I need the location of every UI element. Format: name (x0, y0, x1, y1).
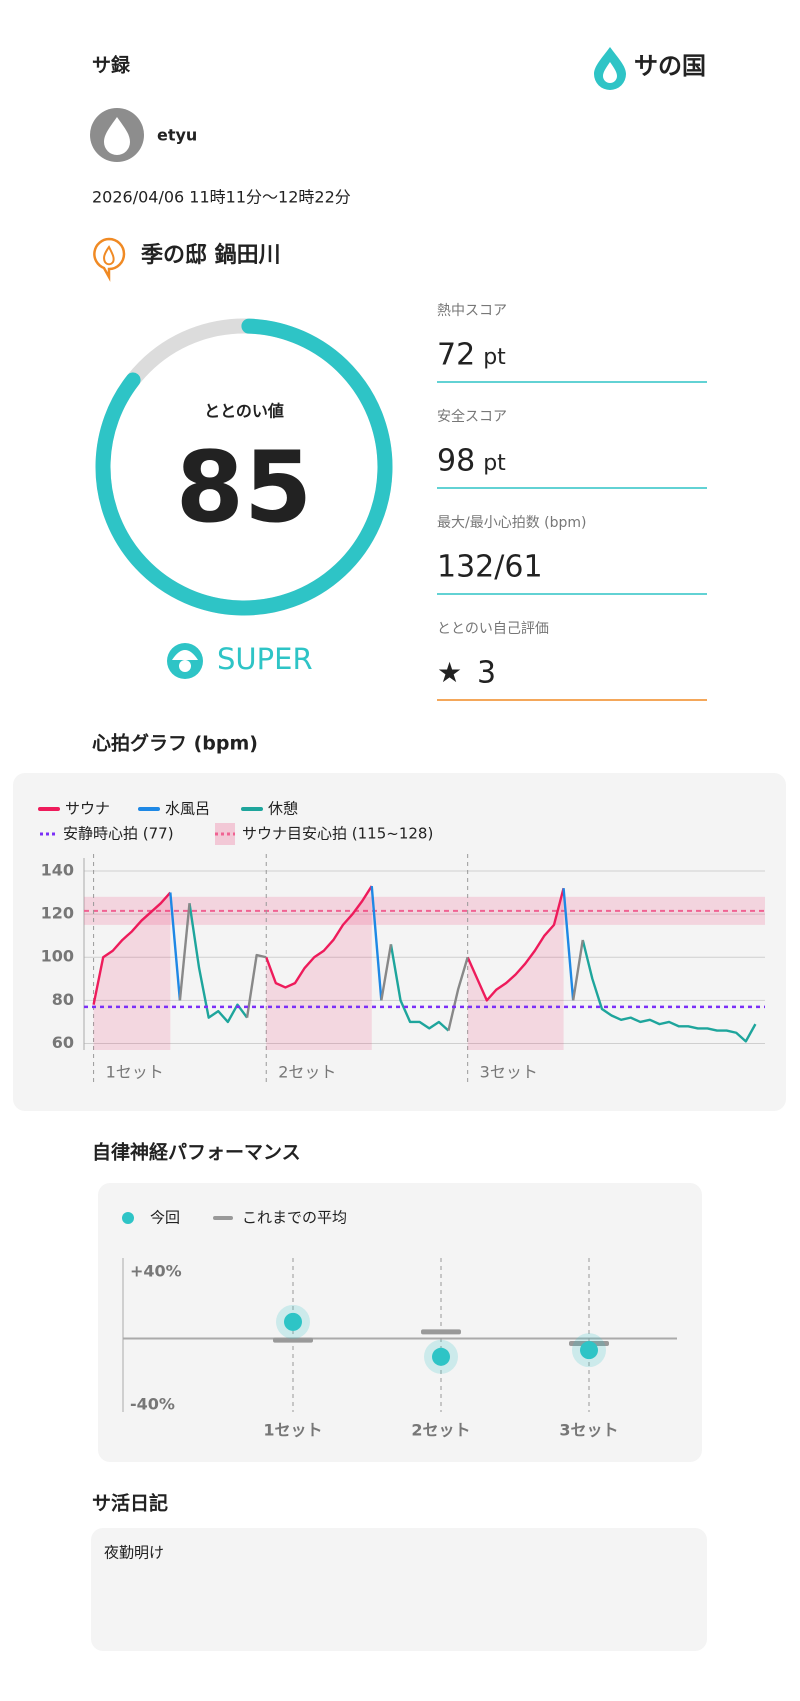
line (265, 885, 373, 989)
stat-value: 72 (437, 338, 475, 373)
rank-icon-hat (172, 650, 198, 660)
legend-swatch (215, 823, 235, 845)
average-mark (421, 1329, 461, 1335)
y-tick-label: 100 (41, 947, 74, 966)
rank: SUPER (217, 642, 313, 676)
dot (580, 1341, 598, 1360)
facility-flame (103, 245, 115, 266)
user-name: etyu (157, 126, 197, 145)
stat-unit: pt (483, 345, 506, 370)
gauge-arc (95, 318, 393, 616)
line (380, 944, 393, 1001)
stat-label: 最大/最小心拍数 (bpm) (437, 515, 587, 531)
line (562, 888, 575, 1001)
facility-icon (93, 237, 126, 282)
legend-swatch (122, 1212, 134, 1224)
logo-icon-inner (603, 62, 617, 83)
autonomic-chart: 今回 これまでの平均 +40% -40% 1セット 2セット 3セット (122, 1209, 677, 1440)
line (581, 939, 757, 1043)
section-title: サ活日記 (92, 1492, 168, 1515)
set-label: 2セット (278, 1063, 336, 1082)
stat-value: 3 (477, 656, 496, 691)
line (178, 903, 191, 1001)
legend-label: サウナ (65, 800, 110, 818)
line (389, 944, 450, 1032)
page-title: サ録 (92, 54, 131, 77)
line (245, 953, 267, 1018)
area (467, 888, 564, 1050)
stat-label: 安全スコア (437, 408, 507, 425)
line (466, 887, 565, 1002)
line (370, 885, 383, 1001)
gauge (95, 318, 393, 616)
line (447, 956, 469, 1031)
section-title: 心拍グラフ (bpm) (92, 732, 258, 755)
section-title: 自律神経パフォーマンス (92, 1141, 301, 1164)
gauge-value: 85 (176, 431, 312, 545)
legend-label: 休憩 (268, 800, 298, 818)
line (92, 891, 172, 1005)
y-tick-label: 60 (52, 1033, 74, 1052)
y-tick-label: 120 (41, 904, 74, 923)
session-datetime: 2026/04/06 11時11分〜12時22分 (92, 188, 351, 207)
stat-label: 熱中スコア (437, 303, 507, 319)
line (188, 903, 249, 1024)
stat-unit: pt (483, 451, 506, 476)
set-label: 1セット (106, 1063, 164, 1082)
legend-label: 今回 (150, 1209, 180, 1227)
average-mark (273, 1337, 313, 1343)
gauge-label: ととのい値 (204, 402, 284, 421)
dot (432, 1347, 450, 1366)
stat-value: 132/61 (437, 550, 543, 585)
facility-name: 季の邸 鍋田川 (141, 242, 281, 268)
legend-label: サウナ目安心拍 (115~128) (242, 825, 433, 843)
y-tick-label: 140 (41, 860, 74, 879)
y-tick-label: -40% (130, 1395, 175, 1414)
stat-label: ととのい自己評価 (437, 621, 549, 637)
stat-icon: ★ (437, 656, 462, 689)
avatar-drop (104, 117, 130, 155)
diary-box (91, 1528, 707, 1651)
x-tick-label: 1セット (263, 1421, 322, 1440)
x-tick-label: 3セット (559, 1421, 618, 1440)
set-label: 3セット (480, 1063, 538, 1082)
logo-text: サの国 (634, 52, 706, 80)
rank-icon-face (179, 660, 191, 672)
stat-value: 98 (437, 444, 475, 479)
chart-card (13, 773, 786, 1111)
legend-label: 水風呂 (165, 800, 210, 818)
diary-text: 夜勤明け (104, 1544, 164, 1562)
y-tick-label: 80 (52, 990, 74, 1009)
legend-label: これまでの平均 (242, 1209, 347, 1227)
y-tick-label: +40% (130, 1262, 182, 1281)
line (169, 892, 182, 1001)
stats: 熱中スコア 72 pt 安全スコア 98 pt 最大/最小心拍数 (bpm) 132/61 とと… (437, 303, 707, 701)
x-tick-label: 2セット (411, 1421, 470, 1440)
area (93, 892, 171, 1050)
legend-label: 安静時心拍 (77) (63, 825, 174, 843)
line (571, 939, 584, 1001)
chart-card (98, 1183, 702, 1462)
area (266, 886, 372, 1050)
dot (284, 1312, 302, 1331)
